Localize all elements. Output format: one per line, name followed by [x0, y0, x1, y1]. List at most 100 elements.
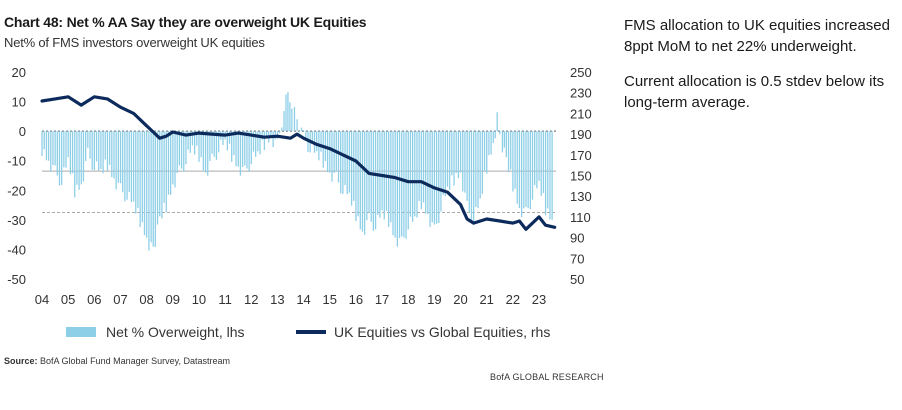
commentary-stdev: Current allocation is 0.5 stdev below it… — [624, 73, 885, 111]
series-line-uk-vs-global — [40, 95, 557, 231]
data-bar — [505, 131, 508, 158]
data-bar — [235, 131, 237, 167]
data-bar — [67, 131, 69, 158]
y-left-tick-label: 10 — [12, 95, 26, 110]
data-bar — [289, 102, 291, 132]
data-bar — [130, 131, 133, 203]
data-bar — [217, 131, 220, 153]
data-bar — [43, 131, 45, 150]
data-bar — [278, 131, 281, 134]
data-bar — [263, 131, 266, 151]
y-right-tick-label: 190 — [570, 127, 592, 142]
y-right-tick-label: 130 — [570, 189, 592, 204]
data-bar — [291, 108, 293, 132]
data-bar — [512, 131, 514, 192]
data-bar — [477, 131, 479, 209]
data-bar — [462, 131, 464, 192]
data-bar — [183, 131, 185, 172]
data-bar — [56, 131, 58, 176]
data-bar — [148, 131, 150, 251]
data-bar — [534, 131, 536, 186]
data-bar — [529, 131, 531, 210]
data-bar — [427, 131, 429, 214]
data-bar — [490, 131, 492, 155]
data-bar — [302, 129, 305, 132]
data-bar — [102, 131, 104, 174]
y-right-tick-label: 230 — [570, 86, 592, 101]
x-tick-label: 10 — [192, 292, 206, 307]
data-bar — [285, 94, 287, 132]
data-bar — [137, 131, 139, 208]
data-bar — [196, 131, 198, 146]
grid-layer — [42, 130, 556, 213]
data-bar — [547, 131, 549, 209]
x-tick-label: 06 — [87, 292, 101, 307]
data-bar — [372, 131, 375, 231]
data-bar — [350, 131, 353, 206]
x-tick-label: 17 — [375, 292, 389, 307]
data-bar — [176, 131, 178, 173]
y-right-tick-label: 250 — [570, 65, 592, 80]
data-bar — [331, 131, 333, 182]
data-bar — [387, 131, 390, 227]
y-left-tick-label: -50 — [7, 272, 26, 287]
x-tick-label: 14 — [296, 292, 310, 307]
data-bar — [193, 131, 196, 155]
data-bar — [344, 131, 346, 186]
data-bar — [536, 131, 538, 189]
y-right-tick-label: 70 — [570, 251, 584, 266]
data-bar — [486, 131, 488, 174]
data-bar — [250, 131, 252, 165]
data-bar — [538, 131, 540, 181]
data-bar — [93, 131, 96, 171]
data-bar — [156, 131, 159, 225]
x-tick-label: 11 — [218, 292, 232, 307]
data-bar — [438, 131, 440, 224]
data-bar — [272, 131, 274, 148]
data-bar — [222, 131, 224, 145]
data-bar — [58, 131, 61, 186]
data-bar — [124, 131, 126, 202]
data-bar — [305, 131, 307, 141]
x-tick-label: 21 — [479, 292, 493, 307]
data-bar — [150, 131, 152, 243]
data-bar — [270, 131, 272, 138]
data-bar — [464, 131, 466, 193]
data-bar — [444, 131, 446, 197]
data-bar — [54, 131, 56, 166]
data-bar — [213, 131, 215, 157]
commentary-allocation: FMS allocation to UK equities increased … — [624, 17, 890, 55]
data-bar — [326, 131, 329, 173]
data-bar — [246, 131, 248, 169]
y-left-tick-label: -20 — [7, 183, 26, 198]
data-bar — [396, 131, 399, 247]
data-bar — [466, 131, 468, 201]
x-tick-label: 09 — [166, 292, 180, 307]
data-bar — [320, 131, 322, 152]
data-bar — [300, 127, 303, 132]
data-bar — [499, 131, 501, 135]
data-bar — [265, 131, 268, 138]
data-bar — [518, 131, 521, 209]
data-bar — [139, 131, 141, 227]
y-right-tick-label: 170 — [570, 148, 592, 163]
data-bar — [355, 131, 357, 222]
legend-line: UK Equities vs Global Equities, rhs — [296, 324, 550, 340]
data-bar — [405, 131, 407, 239]
legend-bars: Net % Overweight, lhs — [66, 324, 245, 340]
data-bar — [316, 131, 318, 152]
data-bar — [451, 131, 453, 176]
y-left-tick-label: 20 — [12, 65, 26, 80]
x-tick-label: 04 — [35, 292, 49, 307]
data-bar — [551, 131, 553, 220]
data-bar — [411, 131, 414, 222]
data-bar — [248, 131, 250, 172]
x-tick-label: 19 — [427, 292, 441, 307]
legend-line-swatch — [296, 330, 326, 334]
data-bar — [488, 131, 490, 156]
data-bar — [361, 131, 364, 232]
data-bar — [311, 131, 313, 144]
data-bar — [172, 131, 174, 185]
data-bar — [446, 131, 449, 187]
data-bar — [342, 131, 344, 194]
